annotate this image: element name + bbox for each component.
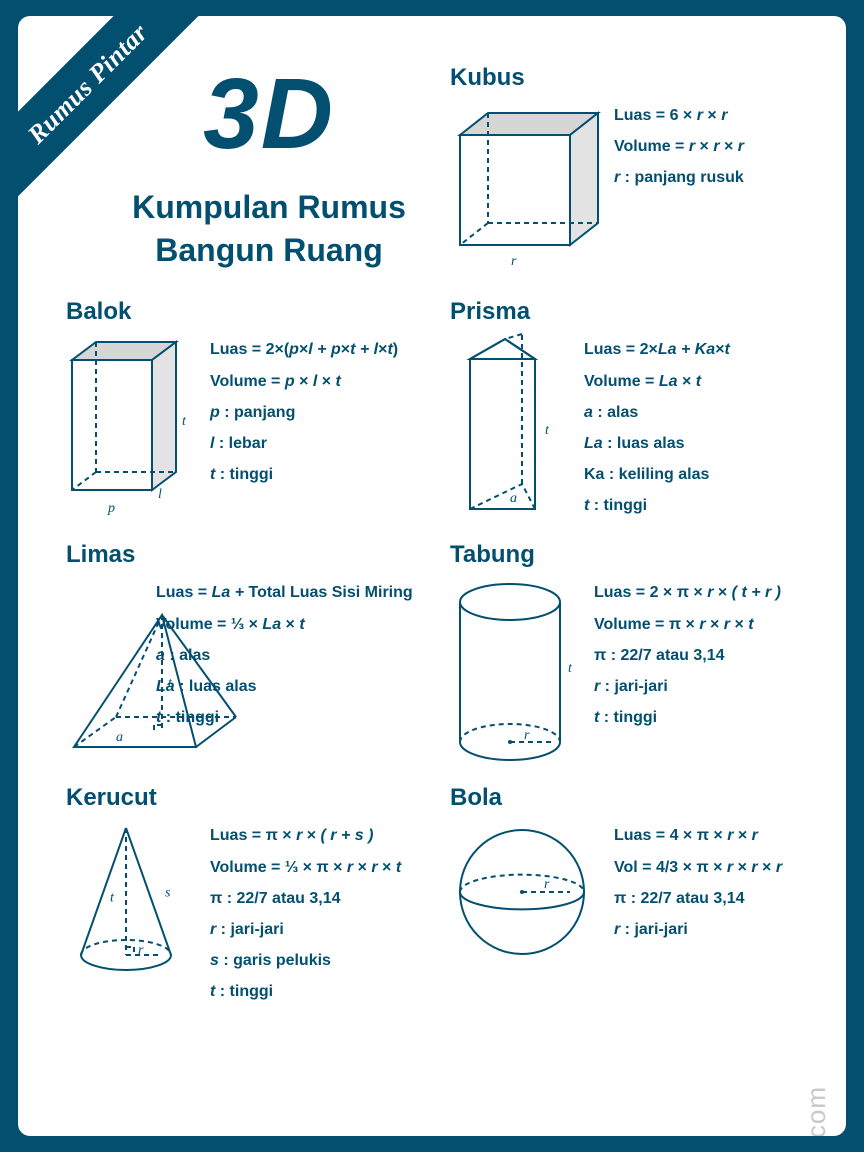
shape-body-kubus: r Luas = 6 × r × rVolume = r × r × rr : …	[450, 100, 806, 275]
shape-limas: Limas Luas = La + Total Luas Sisi Miring…	[66, 541, 422, 772]
shape-body-balok: p l t Luas = 2×(p×l + p×t + l×t)Volume = p…	[66, 334, 422, 524]
diagram-tabung: rt	[450, 577, 580, 772]
svg-text:t: t	[182, 414, 187, 429]
shape-title-bola: Bola	[450, 784, 806, 812]
svg-text:l: l	[158, 487, 162, 502]
formulas-kubus: Luas = 6 × r × rVolume = r × r × rr : pa…	[614, 100, 744, 194]
shape-title-kerucut: Kerucut	[66, 784, 422, 812]
svg-text:a: a	[116, 730, 123, 745]
shape-body-prisma: at Luas = 2×La + Ka×tVolume = La × ta : …	[450, 334, 806, 529]
shape-title-kubus: Kubus	[450, 64, 806, 92]
svg-text:t: t	[110, 891, 115, 906]
svg-text:t: t	[545, 423, 550, 438]
shape-kubus: Kubus r Luas = 6 × r × rVolume = r × r ×…	[450, 64, 806, 290]
shape-body-tabung: rt Luas = 2 × π × r × ( t + r )Volume = …	[450, 577, 806, 772]
shape-title-balok: Balok	[66, 298, 422, 326]
formulas-bola: Luas = 4 × π × r × rVol = 4/3 × π × r × …	[614, 820, 782, 945]
diagram-balok: p l t	[66, 334, 196, 524]
main-grid: Balok p l t Luas = 2×(p×l + p×t + l×t)Volu…	[66, 298, 806, 1007]
svg-text:r: r	[138, 943, 144, 958]
svg-text:r: r	[544, 877, 550, 892]
formulas-tabung: Luas = 2 × π × r × ( t + r )Volume = π ×…	[594, 577, 781, 733]
page: Rumus Pintar 3D Kumpulan Rumus Bangun Ru…	[18, 16, 846, 1136]
svg-text:t: t	[568, 661, 573, 676]
hero-subtitle: Kumpulan Rumus Bangun Ruang	[116, 186, 422, 272]
diagram-limas: at	[66, 607, 246, 767]
hero: 3D Kumpulan Rumus Bangun Ruang	[116, 64, 422, 272]
formulas-prisma: Luas = 2×La + Ka×tVolume = La × ta : ala…	[584, 334, 730, 521]
formulas-kerucut: Luas = π × r × ( r + s )Volume = ⅓ × π ×…	[210, 820, 401, 1007]
shape-prisma: Prisma at Luas = 2×La + Ka×tVolume = La …	[450, 298, 806, 529]
diagram-kerucut: r t s	[66, 820, 196, 985]
svg-text:p: p	[107, 501, 115, 516]
shape-body-bola: r Luas = 4 × π × r × rVol = 4/3 × π × r …	[450, 820, 806, 975]
diagram-prisma: at	[450, 334, 570, 529]
svg-text:r: r	[524, 728, 530, 743]
svg-text:t: t	[168, 676, 173, 691]
shape-body-kerucut: r t s Luas = π × r × ( r + s )Volume = ⅓ ×…	[66, 820, 422, 1007]
shape-title-tabung: Tabung	[450, 541, 806, 569]
top-row: 3D Kumpulan Rumus Bangun Ruang Kubus r L…	[66, 64, 806, 290]
diagram-kubus: r	[450, 100, 600, 275]
shape-tabung: Tabung rt Luas = 2 × π × r × ( t + r )Vo…	[450, 541, 806, 772]
hero-title: 3D	[116, 64, 422, 164]
shape-body-limas: Luas = La + Total Luas Sisi MiringVolume…	[66, 577, 422, 767]
formulas-balok: Luas = 2×(p×l + p×t + l×t)Volume = p × l…	[210, 334, 398, 490]
shape-balok: Balok p l t Luas = 2×(p×l + p×t + l×t)Volu…	[66, 298, 422, 529]
svg-text:s: s	[165, 886, 171, 901]
shape-kerucut: Kerucut r t s Luas = π × r × ( r + s )Volu…	[66, 784, 422, 1007]
svg-text:r: r	[511, 254, 517, 269]
diagram-bola: r	[450, 820, 600, 975]
svg-text:a: a	[510, 491, 517, 506]
hero-sub2: Bangun Ruang	[155, 232, 383, 268]
shape-title-prisma: Prisma	[450, 298, 806, 326]
side-url: rumuspintar.com	[801, 1086, 832, 1136]
hero-sub1: Kumpulan Rumus	[132, 189, 406, 225]
shape-title-limas: Limas	[66, 541, 422, 569]
shape-bola: Bola r Luas = 4 × π × r × rVol = 4/3 × π…	[450, 784, 806, 1007]
